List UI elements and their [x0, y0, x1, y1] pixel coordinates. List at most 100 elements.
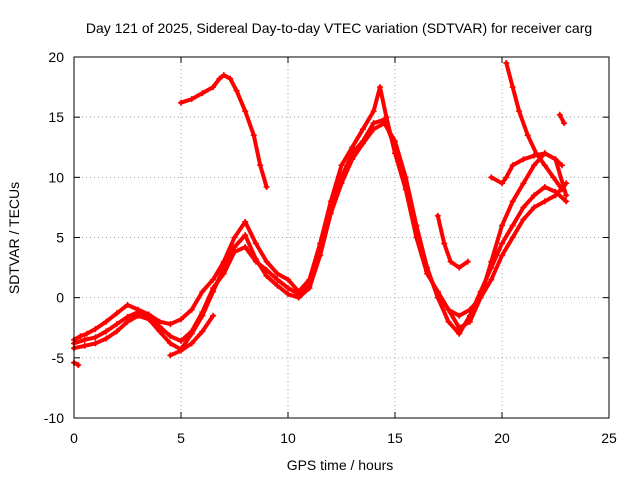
data-point	[199, 309, 206, 316]
x-tick-label: 20	[494, 430, 510, 446]
data-point	[250, 132, 257, 139]
data-point	[556, 111, 563, 118]
data-point	[231, 234, 238, 241]
series-track-d	[178, 72, 270, 190]
data-point	[285, 291, 291, 298]
data-point	[466, 306, 473, 313]
data-point	[509, 84, 516, 91]
data-point	[552, 156, 559, 163]
data-point	[167, 340, 174, 347]
data-point	[541, 198, 548, 205]
data-point	[552, 192, 559, 199]
data-point	[520, 156, 527, 163]
data-point	[402, 180, 409, 187]
series-track-i	[71, 359, 82, 369]
data-point	[377, 84, 384, 91]
data-point	[263, 258, 270, 265]
chart-title: Day 121 of 2025, Sidereal Day-to-day VTE…	[86, 20, 592, 36]
data-point	[531, 162, 538, 169]
data-point	[92, 325, 99, 332]
series-track-a	[71, 84, 570, 343]
data-point	[210, 276, 217, 283]
data-point	[75, 362, 82, 369]
data-point	[135, 309, 142, 316]
data-point	[167, 321, 174, 328]
data-point	[509, 222, 516, 229]
data-point	[563, 180, 570, 187]
data-point	[338, 174, 345, 181]
data-point	[531, 204, 538, 211]
data-point	[541, 162, 548, 169]
data-point	[456, 264, 463, 271]
data-point	[227, 75, 234, 82]
data-point	[242, 232, 249, 239]
data-point	[199, 90, 206, 97]
data-point	[199, 288, 206, 295]
data-point	[178, 99, 184, 106]
x-axis-label: GPS time / hours	[287, 457, 394, 473]
data-point	[167, 333, 174, 340]
data-point	[558, 186, 565, 193]
data-point	[220, 270, 227, 277]
data-point	[503, 174, 510, 181]
data-point	[233, 87, 240, 94]
data-point	[456, 312, 463, 319]
y-axis-label: SDTVAR / TECUs	[6, 182, 22, 294]
x-tick-label: 5	[177, 430, 185, 446]
data-point	[285, 285, 291, 292]
data-point	[488, 276, 495, 283]
data-point	[220, 72, 227, 79]
data-point	[550, 174, 557, 181]
data-point	[188, 96, 195, 103]
data-point	[327, 204, 334, 211]
data-point	[210, 84, 217, 91]
data-point	[199, 328, 206, 335]
data-point	[359, 126, 366, 133]
data-point	[317, 246, 324, 253]
data-point	[413, 228, 420, 235]
data-point	[445, 318, 452, 325]
data-point	[520, 216, 527, 223]
data-point	[263, 273, 270, 280]
data-point	[178, 337, 184, 344]
data-series	[71, 60, 570, 369]
data-point	[77, 333, 84, 340]
data-point	[113, 321, 120, 328]
data-point	[274, 270, 281, 277]
y-tick-label: -10	[44, 410, 64, 426]
data-point	[103, 335, 110, 342]
data-point	[274, 282, 281, 289]
data-point	[124, 313, 131, 320]
y-tick-label: 10	[48, 169, 64, 185]
data-point	[499, 222, 505, 229]
data-point	[242, 244, 249, 251]
data-point	[392, 144, 398, 151]
y-axis-ticks: -10 -5 0 5 10 15 20	[44, 49, 609, 426]
data-point	[242, 108, 249, 115]
data-point	[92, 340, 99, 347]
data-point	[541, 150, 548, 157]
data-point	[541, 183, 548, 190]
data-point	[113, 328, 120, 335]
data-point	[464, 258, 471, 265]
data-point	[488, 174, 495, 181]
series-line	[504, 61, 564, 192]
data-point	[441, 240, 448, 247]
data-point	[447, 258, 454, 265]
data-point	[561, 120, 568, 127]
data-point	[103, 318, 110, 325]
series-line	[179, 73, 269, 189]
data-point	[520, 180, 527, 187]
data-point	[263, 266, 270, 273]
data-point	[113, 310, 120, 317]
data-point	[83, 330, 90, 337]
data-point	[503, 60, 510, 67]
x-tick-label: 25	[601, 430, 617, 446]
data-point	[563, 198, 570, 205]
data-point	[188, 340, 195, 347]
data-point	[338, 162, 345, 169]
series-track-e	[434, 212, 471, 271]
series-track-j	[167, 312, 217, 359]
x-tick-label: 0	[70, 430, 78, 446]
